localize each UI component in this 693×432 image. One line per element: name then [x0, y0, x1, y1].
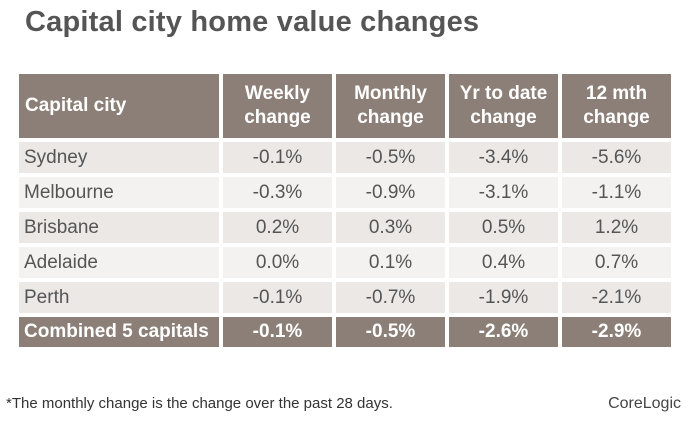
ytd-value: -3.1%	[449, 177, 558, 208]
monthly-value: 0.3%	[336, 212, 445, 243]
table-row: Sydney -0.1% -0.5% -3.4% -5.6%	[19, 142, 671, 173]
home-value-table: Capital city Weekly change Monthly change …	[15, 70, 675, 351]
12mth-value: -2.9%	[562, 317, 671, 347]
table-row: Brisbane 0.2% 0.3% 0.5% 1.2%	[19, 212, 671, 243]
12mth-value: -5.6%	[562, 142, 671, 173]
ytd-value: 0.5%	[449, 212, 558, 243]
ytd-value: 0.4%	[449, 247, 558, 278]
city-name: Melbourne	[19, 177, 219, 208]
12mth-value: -1.1%	[562, 177, 671, 208]
table-header-row: Capital city Weekly change Monthly change …	[19, 74, 671, 138]
12mth-value: 1.2%	[562, 212, 671, 243]
12mth-value: -2.1%	[562, 282, 671, 313]
brand-label: CoreLogic	[608, 395, 681, 412]
page-title: Capital city home value changes	[25, 6, 480, 38]
city-name: Perth	[19, 282, 219, 313]
monthly-value: 0.1%	[336, 247, 445, 278]
table-row: Perth -0.1% -0.7% -1.9% -2.1%	[19, 282, 671, 313]
header-12mth-change: 12 mth change	[562, 74, 671, 138]
city-name: Adelaide	[19, 247, 219, 278]
weekly-value: 0.2%	[223, 212, 332, 243]
weekly-value: -0.1%	[223, 317, 332, 347]
ytd-value: -3.4%	[449, 142, 558, 173]
city-name: Sydney	[19, 142, 219, 173]
monthly-value: -0.5%	[336, 142, 445, 173]
weekly-value: -0.1%	[223, 282, 332, 313]
footnote: *The monthly change is the change over t…	[6, 395, 393, 412]
table-total-row: Combined 5 capitals -0.1% -0.5% -2.6% -2…	[19, 317, 671, 347]
header-monthly-change: Monthly change	[336, 74, 445, 138]
12mth-value: 0.7%	[562, 247, 671, 278]
weekly-value: -0.1%	[223, 142, 332, 173]
ytd-value: -2.6%	[449, 317, 558, 347]
weekly-value: 0.0%	[223, 247, 332, 278]
weekly-value: -0.3%	[223, 177, 332, 208]
table-row: Adelaide 0.0% 0.1% 0.4% 0.7%	[19, 247, 671, 278]
header-weekly-change: Weekly change	[223, 74, 332, 138]
monthly-value: -0.7%	[336, 282, 445, 313]
city-name: Brisbane	[19, 212, 219, 243]
total-label: Combined 5 capitals	[19, 317, 219, 347]
ytd-value: -1.9%	[449, 282, 558, 313]
monthly-value: -0.9%	[336, 177, 445, 208]
header-ytd-change: Yr to date change	[449, 74, 558, 138]
header-capital-city: Capital city	[19, 74, 219, 138]
monthly-value: -0.5%	[336, 317, 445, 347]
table-row: Melbourne -0.3% -0.9% -3.1% -1.1%	[19, 177, 671, 208]
